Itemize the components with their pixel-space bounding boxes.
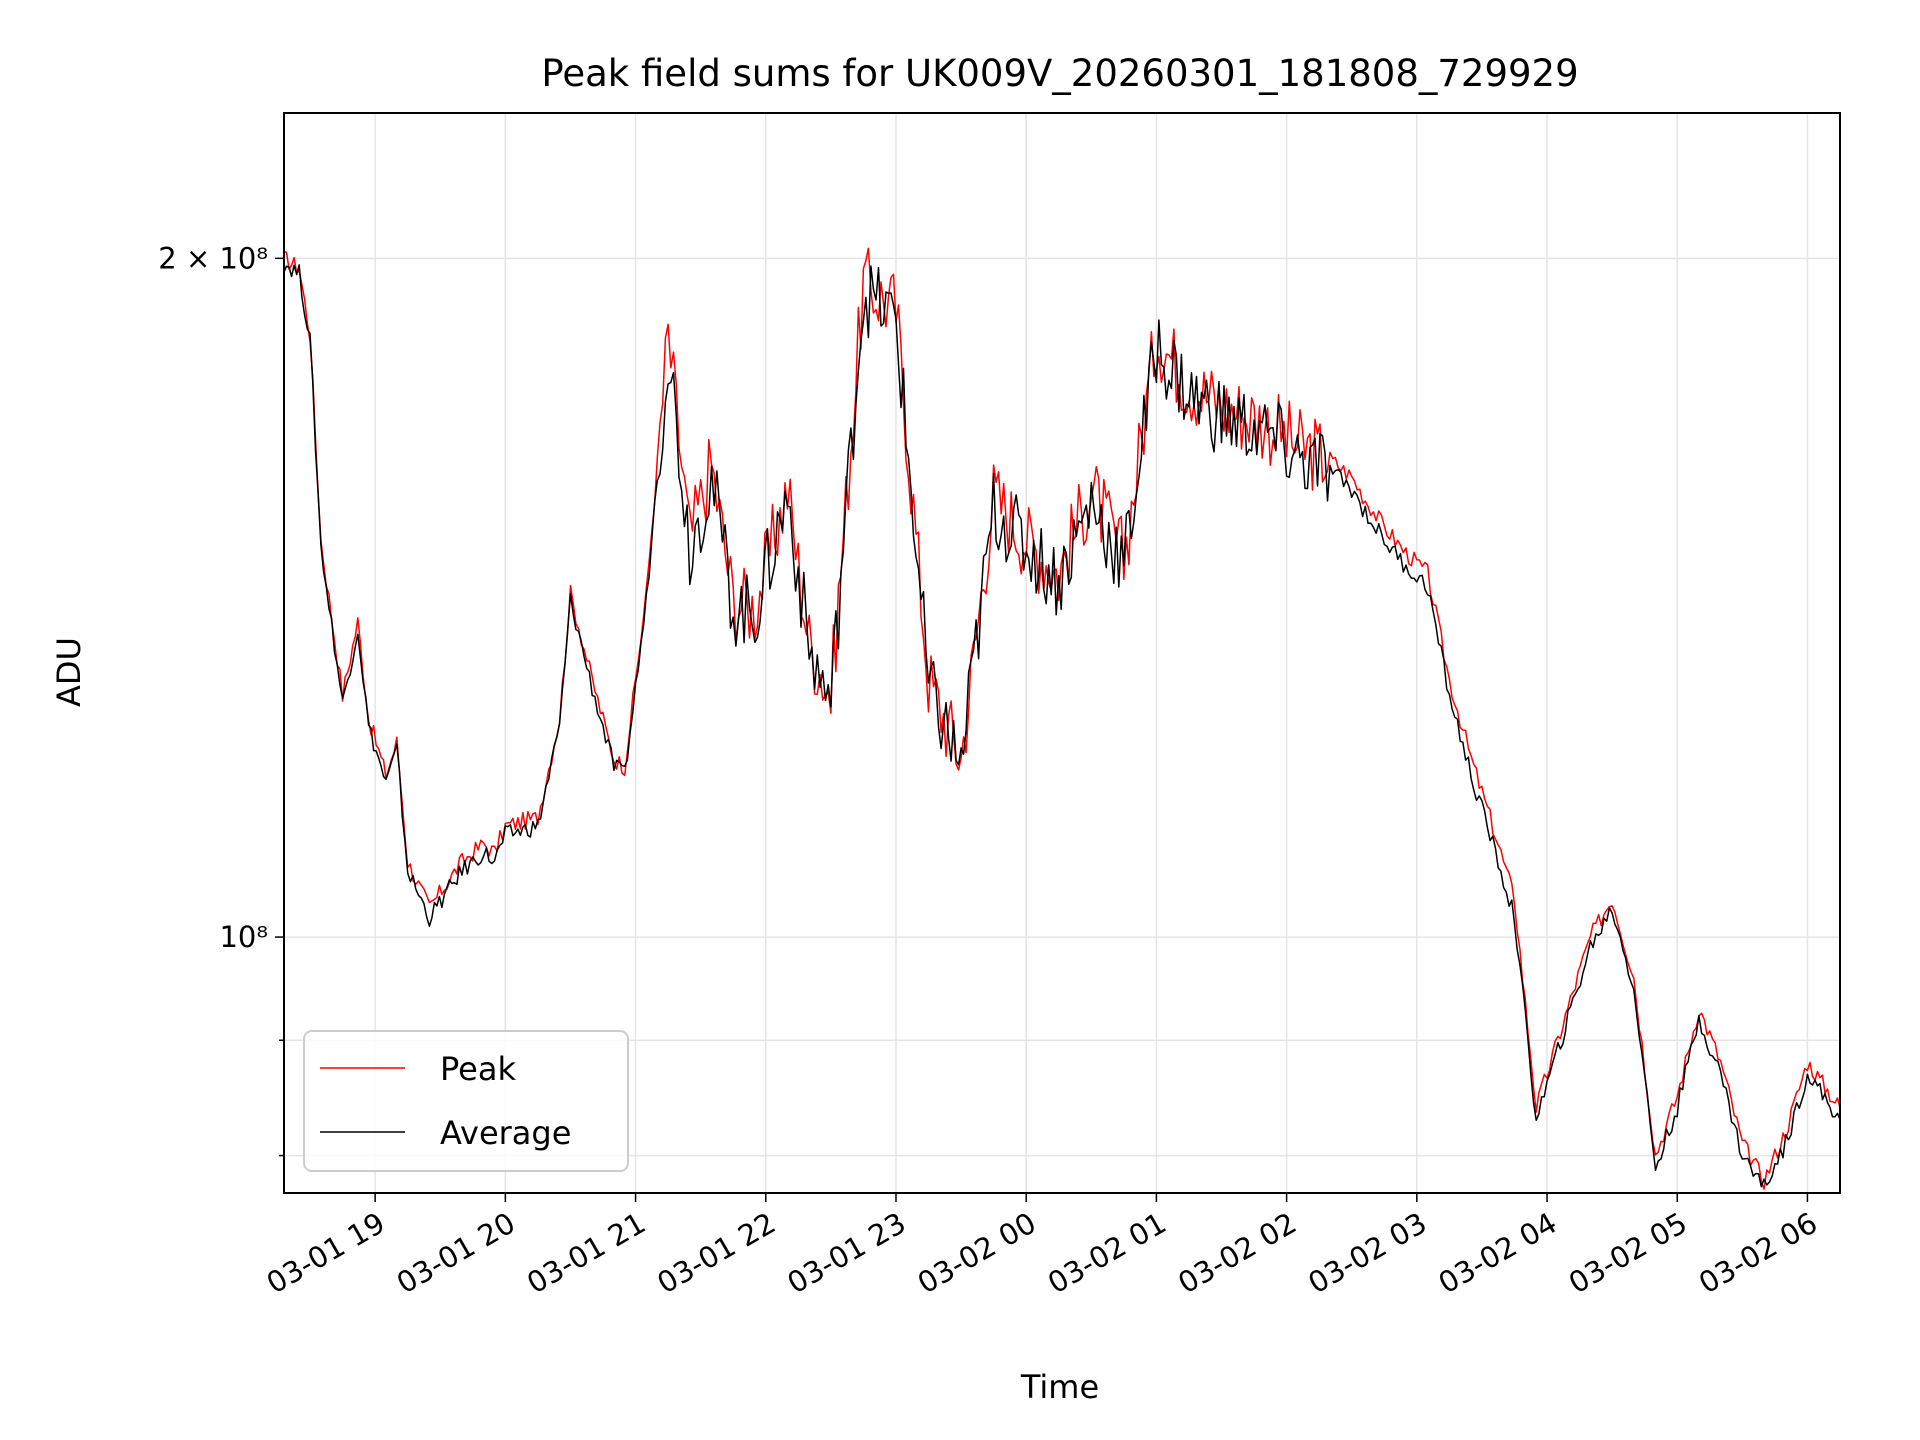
y-axis-label: ADU bbox=[50, 637, 88, 707]
legend: Peak Average bbox=[304, 1031, 628, 1171]
y-tick-label: 2 × 10⁸ bbox=[158, 241, 268, 275]
x-axis-label: Time bbox=[1020, 1368, 1099, 1406]
chart-title: Peak field sums for UK009V_20260301_1818… bbox=[541, 52, 1578, 95]
legend-label-peak: Peak bbox=[440, 1050, 516, 1088]
y-tick-label: 10⁸ bbox=[219, 920, 268, 954]
legend-label-average: Average bbox=[440, 1114, 571, 1152]
